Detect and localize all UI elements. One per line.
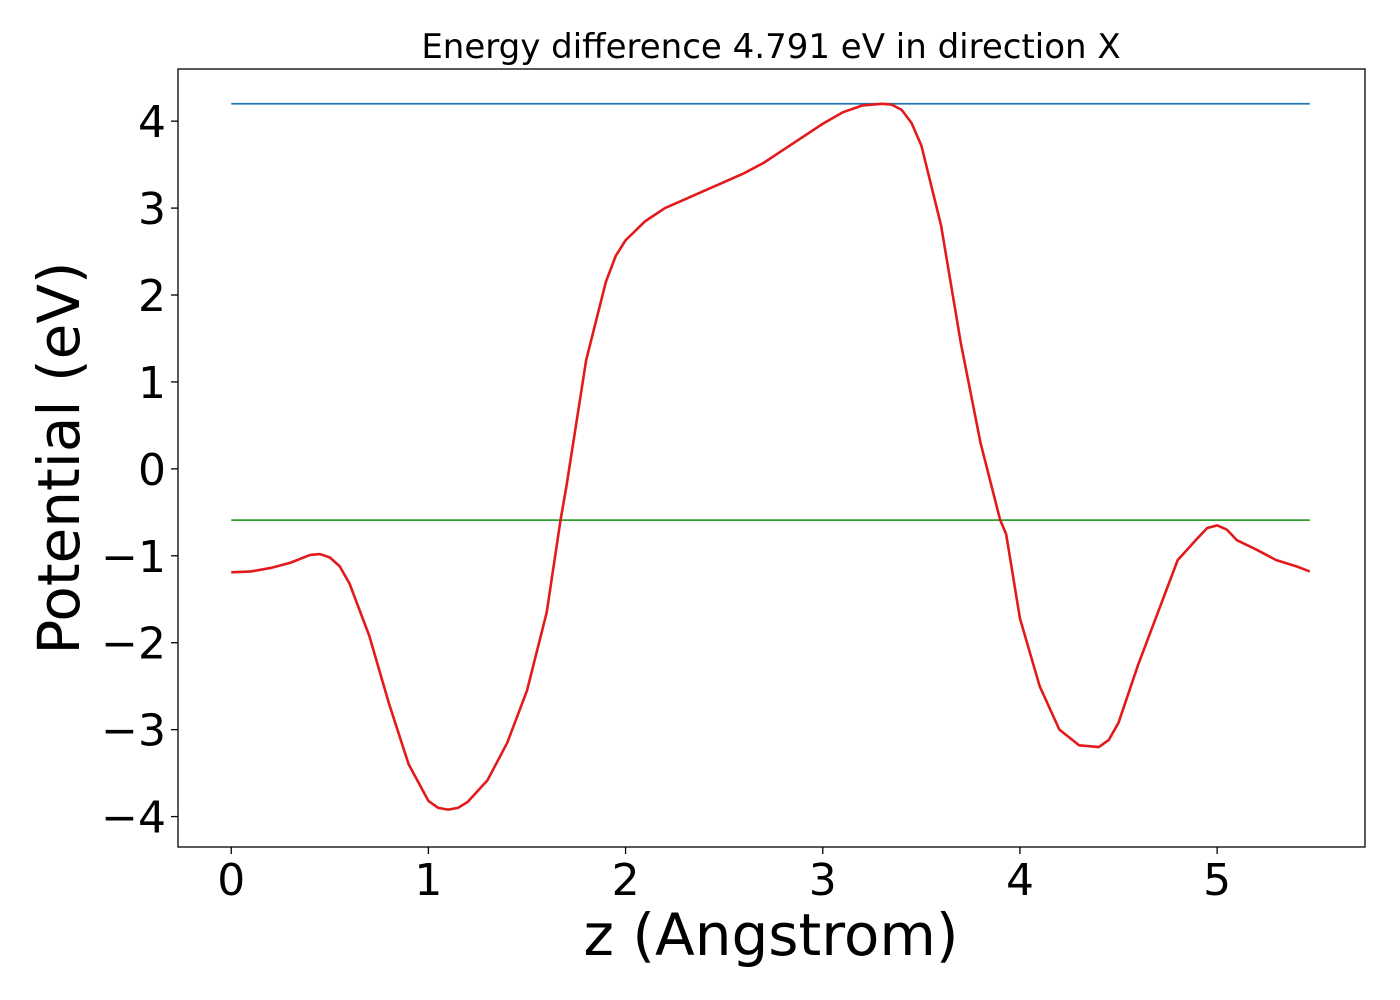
x-tick-label: 5 [1203, 855, 1231, 906]
y-tick-label: 4 [138, 97, 166, 148]
x-tick-label: 1 [414, 855, 442, 906]
y-axis-ticks: 4 3 2 1 0 −1 −2 −3 −4 [101, 97, 178, 844]
x-tick-label: 3 [809, 855, 837, 906]
series-layer [231, 102, 1311, 811]
y-tick-label: 3 [138, 184, 166, 235]
x-tick-label: 0 [217, 855, 245, 906]
x-axis-ticks: 0 1 2 3 4 5 [217, 847, 1231, 906]
series-line-3 [231, 102, 1311, 811]
y-axis-title: Potential (eV) [25, 261, 93, 654]
x-tick-label: 4 [1006, 855, 1034, 906]
y-tick-label: 1 [138, 358, 166, 409]
y-tick-label: 0 [138, 445, 166, 496]
y-tick-label: −1 [101, 532, 166, 583]
x-axis-title: z (Angstrom) [584, 901, 959, 969]
plot-area-frame [177, 68, 1366, 848]
y-tick-label: 2 [138, 271, 166, 322]
y-tick-label: −4 [101, 793, 166, 844]
y-tick-label: −2 [101, 619, 166, 670]
y-tick-label: −3 [101, 706, 166, 757]
chart-title: Energy difference 4.791 eV in direction … [421, 27, 1120, 67]
x-tick-label: 2 [612, 855, 640, 906]
